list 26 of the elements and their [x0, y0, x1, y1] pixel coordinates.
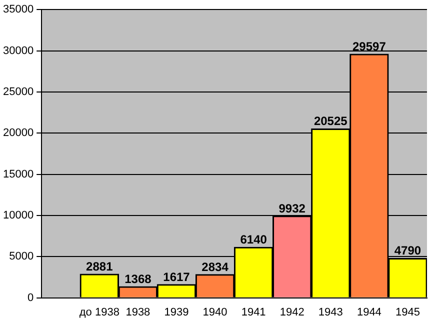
data-label: 6140: [240, 232, 268, 247]
y-tick-label: 10000: [2, 209, 34, 222]
data-label: 20525: [314, 114, 348, 128]
y-tick-label: 20000: [2, 127, 34, 140]
x-tick-label: 1942: [280, 306, 304, 318]
data-label: 9932: [278, 201, 306, 216]
data-label: 2834: [202, 260, 229, 274]
x-tick-label: 1945: [395, 306, 420, 318]
x-tick-label: 1943: [318, 306, 343, 318]
data-label: 1617: [163, 270, 190, 284]
y-tick-label: 5000: [9, 250, 34, 263]
data-label: 1368: [124, 272, 152, 286]
x-tick-label: 1940: [202, 306, 228, 318]
y-tick-label: 35000: [2, 4, 34, 16]
data-label: 4790: [394, 244, 422, 258]
x-tick-label: 1944: [356, 306, 382, 318]
data-label: 29597: [352, 39, 386, 54]
data-label: 2881: [86, 259, 114, 274]
y-tick-label: 25000: [2, 86, 34, 98]
x-tick-label: 1941: [241, 306, 266, 318]
y-tick-label: 0: [27, 292, 34, 304]
x-tick-label: 1939: [164, 306, 189, 318]
y-tick-label: 15000: [2, 168, 34, 180]
y-tick-label: 30000: [2, 44, 34, 57]
x-tick-label: 1938: [126, 306, 150, 318]
x-tick-label: до 1938: [79, 306, 120, 318]
